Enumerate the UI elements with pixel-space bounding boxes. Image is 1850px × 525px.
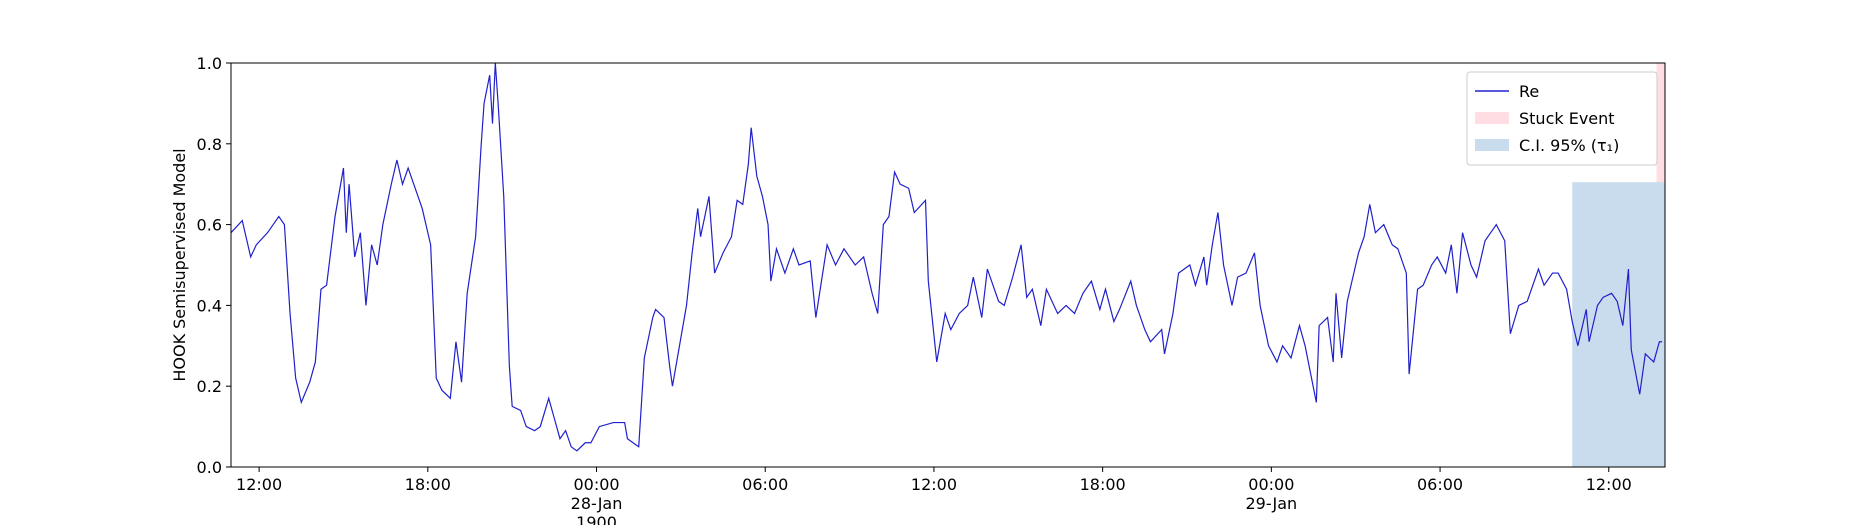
x-tick-label: 12:00 — [236, 475, 283, 494]
shaded-region — [1572, 182, 1665, 467]
legend-swatch — [1475, 139, 1509, 151]
legend-label: C.I. 95% (τ₁) — [1519, 136, 1619, 155]
y-tick-label: 0.8 — [197, 135, 222, 154]
x-tick-label: 06:00 — [742, 475, 789, 494]
x-tick-label: 18:00 — [404, 475, 451, 494]
x-tick-label: 00:00 28-Jan 1900 — [570, 475, 623, 525]
legend-label: Re — [1519, 82, 1539, 101]
axes-frame — [230, 62, 1666, 468]
legend-box — [1466, 71, 1658, 166]
x-tick-label: 18:00 — [1079, 475, 1126, 494]
y-tick-label: 1.0 — [197, 54, 222, 73]
x-tick-label: 12:00 — [1585, 475, 1632, 494]
x-tick-label: 12:00 — [910, 475, 957, 494]
y-axis-label: HOOK Semisupervised Model — [170, 148, 189, 381]
y-tick-label: 0.6 — [197, 216, 222, 235]
x-tick-label: 00:00 29-Jan — [1245, 475, 1298, 513]
y-tick-label: 0.4 — [197, 296, 222, 315]
legend-label: Stuck Event — [1519, 109, 1615, 128]
data-line — [230, 62, 1663, 452]
legend-swatch — [1475, 112, 1509, 124]
y-tick-label: 0.2 — [197, 377, 222, 396]
x-tick-label: 06:00 — [1416, 475, 1464, 494]
y-tick-label: 0.0 — [197, 458, 222, 477]
